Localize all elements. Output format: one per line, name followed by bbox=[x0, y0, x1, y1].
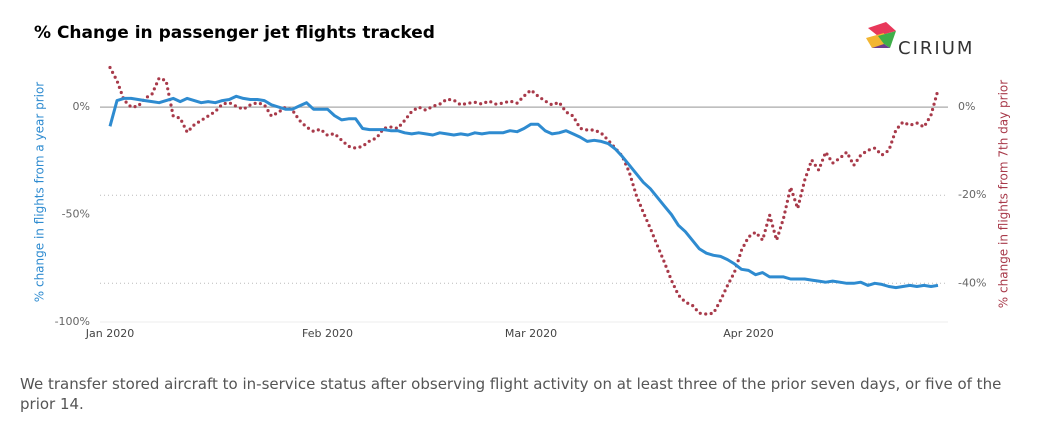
y2-tick-label: 0% bbox=[958, 100, 975, 113]
y2-tick-label: -40% bbox=[958, 276, 986, 289]
y-tick-label: -100% bbox=[55, 315, 90, 328]
note: We transfer stored aircraft to in-servic… bbox=[20, 375, 1002, 413]
x-tick-label: Jan 2020 bbox=[85, 327, 134, 340]
y-tick-label: -50% bbox=[62, 208, 90, 221]
logo-shape bbox=[878, 31, 896, 48]
x-tick-label: Apr 2020 bbox=[723, 327, 774, 340]
y2-tick-label: -20% bbox=[958, 188, 986, 201]
y-axis-label: % change in flights from a year prior bbox=[33, 82, 47, 303]
series-line bbox=[108, 94, 939, 290]
y-tick-label: 0% bbox=[73, 100, 90, 113]
x-tick-label: Mar 2020 bbox=[505, 327, 557, 340]
brand-name: CIRIUM bbox=[898, 38, 974, 59]
chart-title: % Change in passenger jet flights tracke… bbox=[34, 23, 435, 43]
note-box: We transfer stored aircraft to in-servic… bbox=[20, 375, 1002, 413]
logo-shape bbox=[872, 44, 890, 48]
series-line bbox=[108, 65, 940, 316]
logo-shape bbox=[868, 22, 896, 36]
y2-axis-label: % change in flights from 7th day prior bbox=[997, 80, 1011, 308]
x-tick-label: Feb 2020 bbox=[302, 327, 353, 340]
brand-logo: CIRIUM bbox=[866, 22, 974, 59]
